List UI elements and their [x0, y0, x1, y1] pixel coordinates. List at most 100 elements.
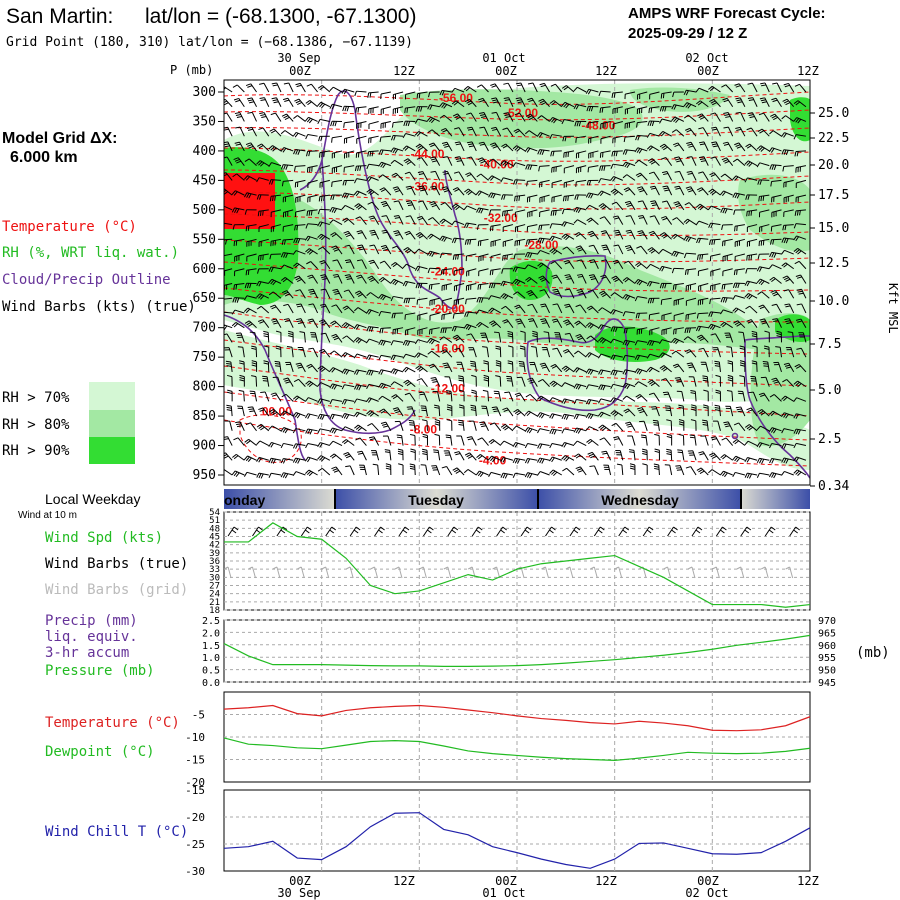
wind-barb-feather	[627, 204, 633, 207]
wind-barb-feather	[660, 299, 663, 305]
wind-barb-feather	[451, 100, 457, 105]
wind-barb-feather	[732, 282, 736, 288]
wind-barb-staff	[472, 347, 477, 358]
wind-barb	[355, 150, 367, 158]
wind-barb-feather	[505, 115, 511, 119]
wind-barb-staff	[701, 334, 709, 343]
wind-barb-feather	[467, 143, 474, 146]
wind-barb-feather	[409, 463, 415, 466]
wind-barb-feather	[727, 374, 733, 378]
wind-barb-feather	[478, 208, 482, 214]
temperature-contour-label: -32.00	[484, 211, 518, 225]
wind-barb-staff	[556, 318, 563, 328]
wind-barb-feather	[538, 98, 544, 102]
wind-barb-feather	[575, 304, 581, 308]
wind-barb-feather	[686, 350, 692, 354]
wind-barb-feather	[369, 92, 372, 98]
wind-barb	[483, 360, 490, 372]
wind-barb-feather	[430, 202, 436, 206]
wind-barb-feather	[536, 471, 541, 476]
wind-barb-feather	[345, 276, 351, 279]
wind-barb	[224, 86, 233, 93]
wind-barb	[561, 208, 575, 215]
wind-barb-feather	[685, 103, 690, 108]
wind-barb-feather	[577, 428, 582, 434]
wind-barb	[317, 221, 330, 227]
wind-barb-staff	[579, 466, 587, 476]
wind-barb-staff	[371, 201, 380, 211]
wind-barb-feather	[516, 147, 521, 152]
wind-barb	[246, 238, 257, 247]
wind-barb-feather	[652, 204, 658, 207]
wind-barb-feather	[402, 133, 407, 139]
wind-barb-feather	[588, 232, 594, 236]
wind-barb-feather	[344, 244, 350, 247]
wind-barb	[378, 382, 392, 390]
wind-barb-staff	[490, 295, 501, 299]
wind-barb	[690, 389, 697, 402]
wind-barb-feather	[268, 145, 273, 150]
wind-barb-feather	[422, 448, 428, 451]
wind-barb	[304, 116, 318, 124]
wind-barb-feather	[357, 107, 360, 113]
wind-barb	[500, 160, 514, 167]
wind-barb	[549, 116, 562, 124]
wind-barb-staff	[369, 338, 379, 343]
wind-barb	[453, 297, 465, 306]
wind-barb-feather	[368, 411, 373, 416]
wind-barb-feather	[524, 443, 529, 449]
wind-barb-feather	[239, 374, 245, 378]
wind-barb-feather	[771, 377, 777, 381]
top-time-axis: 30 Sep 01 Oct 02 Oct 00Z 12Z 00Z 12Z 00Z…	[277, 51, 819, 78]
wind-barb-feather	[746, 319, 752, 322]
wind-barb-feather	[746, 407, 752, 411]
wind-barb-staff	[651, 247, 660, 255]
wind-barb-staff	[564, 118, 575, 122]
wind-barb-staff	[581, 289, 587, 299]
wind-barb-feather	[272, 195, 274, 202]
wind-barb-feather	[317, 101, 322, 107]
wind-barb	[305, 428, 318, 435]
wind-barb-staff	[759, 224, 770, 228]
wind-barb-feather	[256, 194, 260, 200]
wind-barb-feather	[286, 346, 293, 348]
wind-barb-feather	[416, 299, 419, 305]
wind-barb-feather	[624, 410, 630, 414]
wind-barb	[662, 171, 673, 181]
wind-barb-feather	[601, 259, 607, 262]
wind-barb-feather	[585, 399, 590, 405]
wind-barb-feather	[695, 87, 700, 93]
wind-barb-feather	[341, 399, 345, 405]
wind-barb	[696, 467, 709, 476]
wind-barb	[575, 304, 587, 314]
wind-barb-feather	[285, 381, 291, 384]
wind-barb-feather	[320, 196, 323, 202]
wind-barb-feather	[244, 158, 250, 163]
wind-barb-staff	[556, 289, 563, 299]
wind-barb-staff	[322, 246, 331, 255]
wind-barb-feather	[284, 473, 289, 479]
wind-barb-feather	[236, 115, 242, 118]
wind-barb-feather	[589, 259, 595, 262]
wind-barb-staff	[700, 467, 709, 476]
wind-barb-staff	[761, 291, 770, 299]
wind-barb-feather	[624, 149, 628, 155]
wind-barb-feather	[502, 473, 506, 479]
wind-barb	[696, 100, 709, 108]
wind-barb	[622, 395, 636, 402]
wind-barb	[674, 185, 685, 196]
wind-barb-staff	[276, 82, 282, 93]
wind-barb-staff	[747, 280, 758, 284]
wind-barb-feather	[516, 99, 522, 102]
wind-barb-feather	[224, 126, 228, 129]
wind-barb-feather	[483, 379, 489, 382]
wind-barb-feather	[409, 467, 416, 470]
wind-barb-feather	[441, 186, 447, 189]
wind-barb-feather	[418, 146, 424, 151]
wind-barb-staff	[418, 131, 428, 137]
wind-barb-feather	[232, 297, 235, 303]
wind-barb-feather	[239, 377, 245, 380]
wind-barb-feather	[345, 261, 352, 264]
wind-barb-feather	[243, 175, 249, 180]
wind-barb-staff	[478, 253, 489, 258]
